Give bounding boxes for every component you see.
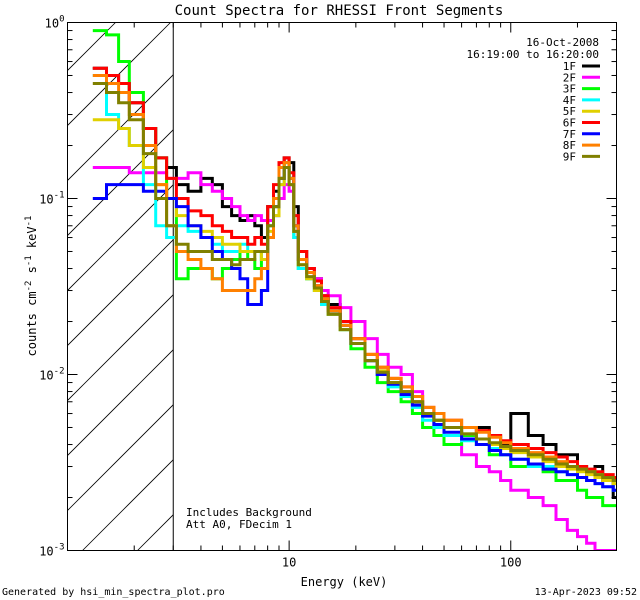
chart-title: Count Spectra for RHESSI Front Segments xyxy=(175,3,504,19)
hatch-line xyxy=(82,459,174,551)
footer-timestamp: 13-Apr-2023 09:52 xyxy=(535,587,637,598)
hatch-line xyxy=(67,349,174,457)
hatch-line xyxy=(67,184,174,292)
hatch-line xyxy=(633,23,640,551)
legend-label-8F: 8F xyxy=(563,139,576,152)
y-tick-label: 10-2 xyxy=(39,367,64,383)
y-axis-label-rendered: counts cm-2 s-1 keV-1 xyxy=(24,216,39,357)
axis-ticks: 10 100 10-3 10-2 10-1 100 xyxy=(39,15,617,570)
legend-time-range: 16:19:00 to 16:20:00 xyxy=(467,48,599,61)
legend-label-3F: 3F xyxy=(563,83,576,96)
series-9F-line xyxy=(92,82,617,482)
legend-label-7F: 7F xyxy=(563,128,576,141)
series-8F-line xyxy=(92,74,617,482)
legend: 16-Oct-2008 16:19:00 to 16:20:00 1F2F3F4… xyxy=(467,36,600,163)
legend-date: 16-Oct-2008 xyxy=(526,36,599,49)
legend-label-9F: 9F xyxy=(563,150,576,163)
hatch-line xyxy=(67,404,174,512)
plot-area xyxy=(0,22,640,551)
hatch-line xyxy=(0,23,6,551)
annotation-background: Includes Background xyxy=(186,506,312,519)
series-2F-line xyxy=(92,166,617,551)
hatch-line xyxy=(67,74,174,182)
legend-label-4F: 4F xyxy=(563,94,576,107)
legend-label-1F: 1F xyxy=(563,60,576,73)
hatch-line xyxy=(67,239,174,347)
x-axis-label: Energy (keV) xyxy=(301,575,388,589)
y-axis-label: counts cm^-2 s^-1 keV^-1 counts cm-2 s-1… xyxy=(24,216,39,357)
legend-label-5F: 5F xyxy=(563,105,576,118)
legend-label-6F: 6F xyxy=(563,117,576,130)
excluded-region-hatch xyxy=(0,22,640,551)
hatch-line xyxy=(67,22,171,127)
y-tick-label: 10-1 xyxy=(39,191,64,207)
x-tick-label: 100 xyxy=(500,556,522,570)
y-tick-label: 10-3 xyxy=(39,543,64,559)
legend-label-2F: 2F xyxy=(563,71,576,84)
y-tick-label: 100 xyxy=(45,15,65,31)
footer-generated-by: Generated by hsi_min_spectra_plot.pro xyxy=(2,587,225,598)
hatch-line xyxy=(67,22,116,72)
x-tick-label: 10 xyxy=(282,556,296,570)
annotation-attenuator: Att A0, FDecim 1 xyxy=(186,518,292,531)
hatch-line xyxy=(413,23,640,551)
plot-frame xyxy=(67,22,617,551)
